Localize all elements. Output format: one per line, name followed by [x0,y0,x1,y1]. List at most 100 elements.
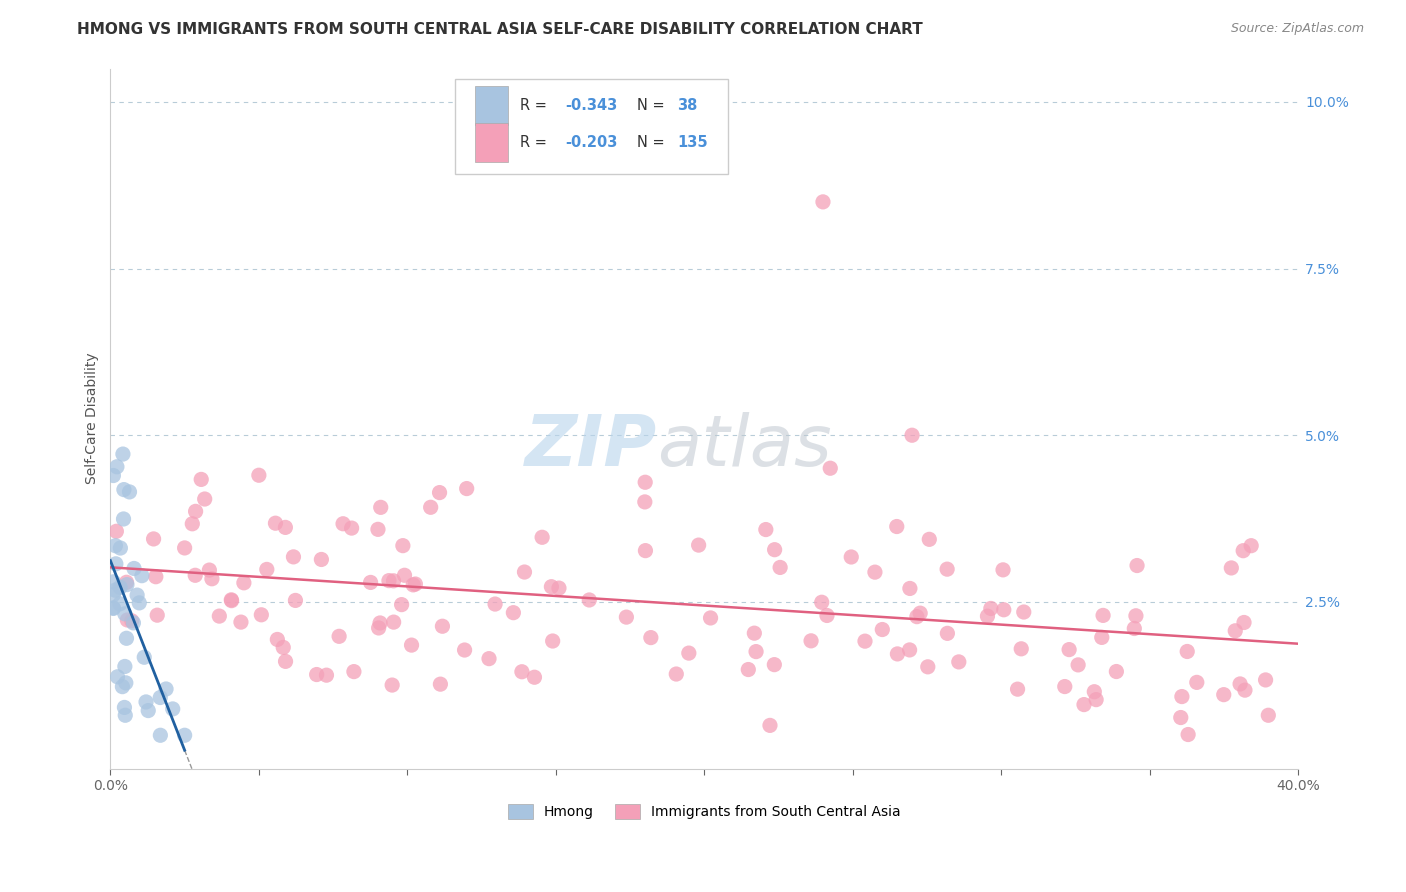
Point [404,577,426,591]
Point [402,578,425,592]
Point [540,580,562,594]
Legend: Hmong, Immigrants from South Central Asia: Hmong, Immigrants from South Central Asi… [502,798,905,825]
Text: N =: N = [637,98,669,112]
Point [381,678,404,692]
Point [1123,622,1146,636]
Point [104,583,127,598]
Point [149,690,172,705]
Point [173,541,195,555]
Point [274,654,297,668]
Point [1092,608,1115,623]
Text: N =: N = [637,135,669,150]
Point [382,574,405,588]
Point [250,607,273,622]
Point [1010,641,1032,656]
Point [115,575,138,590]
Text: R =: R = [520,135,551,150]
Text: HMONG VS IMMIGRANTS FROM SOUTH CENTRAL ASIA SELF-CARE DISABILITY CORRELATION CHA: HMONG VS IMMIGRANTS FROM SOUTH CENTRAL A… [77,22,924,37]
Text: -0.203: -0.203 [565,135,617,150]
Point [264,516,287,531]
Point [103,601,125,615]
Point [340,521,363,535]
Point [111,680,134,694]
Point [115,577,138,591]
Point [1085,692,1108,706]
Point [699,611,721,625]
Point [918,533,941,547]
Point [886,647,908,661]
Text: 38: 38 [676,98,697,112]
Point [256,562,278,576]
Point [1091,631,1114,645]
Point [328,629,350,643]
Point [368,615,391,630]
Point [305,667,328,681]
Point [640,631,662,645]
Point [1073,698,1095,712]
Point [173,728,195,742]
Point [112,512,135,526]
Point [634,543,657,558]
Point [863,565,886,579]
Point [271,640,294,655]
Point [800,633,823,648]
FancyBboxPatch shape [454,79,728,174]
Point [1177,727,1199,741]
Point [1257,708,1279,723]
Point [1185,675,1208,690]
Point [886,519,908,533]
Point [155,681,177,696]
Point [1126,558,1149,573]
Point [917,660,939,674]
Point [394,568,416,582]
Point [114,659,136,673]
Point [484,597,506,611]
Point [811,194,834,209]
Text: -0.343: -0.343 [565,98,617,112]
Point [993,603,1015,617]
Text: ZIP: ZIP [524,412,657,481]
Point [936,562,959,576]
Point [201,572,224,586]
Point [370,500,392,515]
Point [502,606,524,620]
Point [763,657,786,672]
Point [391,598,413,612]
Bar [475,123,508,161]
Point [128,596,150,610]
Point [190,472,212,486]
Point [634,495,657,509]
Point [1067,657,1090,672]
Point [523,670,546,684]
Point [108,597,131,611]
Point [198,563,221,577]
Point [872,623,894,637]
Point [478,651,501,665]
Point [980,601,1002,615]
Point [1125,608,1147,623]
Point [908,606,931,620]
Point [134,650,156,665]
Point [162,702,184,716]
Point [127,588,149,602]
Text: atlas: atlas [657,412,831,481]
Point [103,600,125,615]
Text: 135: 135 [676,135,707,150]
Point [744,626,766,640]
Point [136,704,159,718]
Point [135,695,157,709]
Point [117,613,139,627]
Point [367,522,389,536]
Point [118,484,141,499]
Point [104,539,127,553]
Point [905,609,928,624]
Point [665,667,688,681]
Point [208,609,231,624]
Point [122,615,145,630]
Point [616,610,638,624]
Point [810,595,832,609]
Point [1254,673,1277,687]
Point [283,549,305,564]
Point [146,608,169,623]
Point [432,619,454,633]
